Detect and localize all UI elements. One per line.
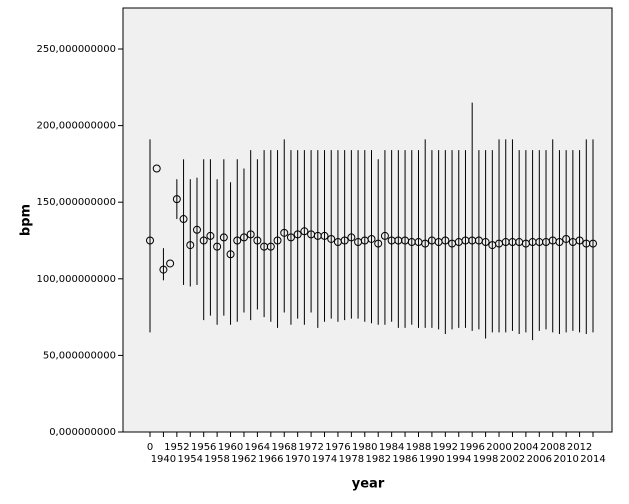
x-tick-label: 2008 (540, 442, 565, 453)
y-tick-label: 50,000000000 (43, 350, 116, 361)
x-tick-label: 2010 (553, 454, 578, 465)
x-tick-label: 1982 (365, 454, 390, 465)
mean-point (219, 233, 228, 242)
x-tick-label: 1960 (218, 442, 243, 453)
mean-point (239, 233, 248, 242)
y-tick-label: 200,000000000 (36, 121, 116, 132)
mean-point (172, 195, 181, 204)
x-tick-label: 1994 (446, 454, 471, 465)
x-tick-label: 1996 (459, 442, 484, 453)
y-tick-label: 250,000000000 (36, 44, 116, 55)
x-tick-label: 2000 (486, 442, 511, 453)
mean-point (146, 236, 154, 245)
x-tick-label: 1988 (406, 442, 431, 453)
mean-point (206, 231, 215, 240)
x-tick-label: 0 (147, 442, 153, 453)
mean-point (562, 234, 571, 243)
mean-point (152, 164, 161, 173)
x-tick-label: 2004 (513, 442, 538, 453)
y-axis-title: bpm (19, 204, 34, 236)
mean-point (340, 236, 349, 245)
plot-area (122, 7, 613, 433)
x-tick-label: 2006 (527, 454, 552, 465)
mean-point (273, 236, 282, 245)
mean-point (380, 231, 389, 240)
x-tick-label: 1956 (191, 442, 216, 453)
x-tick-label: 1986 (392, 454, 417, 465)
mean-point (589, 239, 597, 248)
x-tick-label: 2002 (500, 454, 525, 465)
y-tick-label: 0,000000000 (49, 427, 116, 438)
x-tick-label: 1968 (272, 442, 297, 453)
mean-point (347, 233, 356, 242)
x-tick-label: 1964 (245, 442, 270, 453)
x-tick-label: 1952 (164, 442, 189, 453)
mean-point (555, 238, 564, 247)
mean-point (233, 236, 242, 245)
mean-point (213, 242, 222, 251)
x-tick-label: 1984 (379, 442, 404, 453)
mean-point (192, 225, 201, 234)
mean-point (286, 233, 295, 242)
mean-point (179, 215, 188, 224)
mean-point (293, 230, 302, 239)
mean-point (327, 234, 336, 243)
mean-point (374, 239, 383, 248)
x-tick-label: 1990 (419, 454, 444, 465)
x-tick-label: 1992 (433, 442, 458, 453)
x-tick-label: 1966 (258, 454, 283, 465)
mean-point (421, 239, 430, 248)
mean-point (199, 236, 208, 245)
y-tick-label: 150,000000000 (36, 197, 116, 208)
mean-point (575, 236, 584, 245)
mean-point (159, 265, 168, 274)
x-tick-label: 1974 (312, 454, 337, 465)
mean-point (481, 238, 490, 247)
x-tick-label: 2012 (567, 442, 592, 453)
x-tick-label: 1958 (204, 454, 229, 465)
x-tick-label: 1980 (352, 442, 377, 453)
mean-point (367, 234, 376, 243)
mean-point (166, 259, 175, 268)
x-tick-label: 1970 (285, 454, 310, 465)
mean-point (253, 236, 262, 245)
x-tick-label: 2014 (580, 454, 605, 465)
mean-point (186, 241, 195, 250)
mean-point (320, 231, 329, 240)
mean-point (226, 250, 235, 259)
x-tick-label: 1978 (339, 454, 364, 465)
mean-point (246, 230, 255, 239)
x-axis-title: year (352, 477, 385, 492)
x-tick-label: 1940 (151, 454, 176, 465)
x-tick-label: 1976 (325, 442, 350, 453)
x-tick-label: 1954 (178, 454, 203, 465)
mean-point (280, 228, 289, 237)
mean-point (300, 227, 309, 236)
x-tick-label: 1998 (473, 454, 498, 465)
x-tick-label: 1962 (231, 454, 256, 465)
y-tick-label: 100,000000000 (36, 274, 116, 285)
x-tick-label: 1972 (298, 442, 323, 453)
mean-point (441, 236, 450, 245)
mean-point (266, 242, 275, 251)
